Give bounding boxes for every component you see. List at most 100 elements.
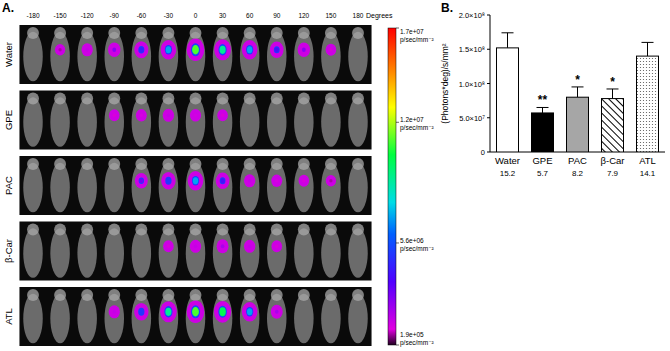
degree-tick: 180 bbox=[353, 12, 364, 19]
significance: ** bbox=[538, 93, 548, 107]
signal-spot bbox=[244, 174, 255, 187]
x-tick-label: GPE bbox=[532, 155, 552, 166]
mouse-body bbox=[294, 32, 314, 82]
mouse-body bbox=[132, 32, 152, 82]
y-tick-label: 0 bbox=[481, 148, 485, 157]
mouse-head bbox=[352, 224, 364, 236]
signal-outer bbox=[271, 175, 282, 187]
signal-outer bbox=[108, 42, 120, 57]
mouse-body bbox=[348, 32, 368, 82]
mouse-head bbox=[325, 93, 337, 105]
signal-spot bbox=[214, 39, 231, 60]
mouse-head bbox=[27, 27, 39, 39]
mouse-head bbox=[162, 289, 174, 301]
signal-core bbox=[248, 244, 251, 248]
mouse-body bbox=[240, 163, 260, 213]
x-tick-label: ATL bbox=[639, 155, 656, 166]
panel-label: A. bbox=[2, 1, 14, 15]
signal-core bbox=[192, 307, 199, 316]
mouse-head bbox=[108, 27, 120, 39]
bar bbox=[567, 97, 589, 152]
mouse-head bbox=[298, 289, 310, 301]
bar bbox=[497, 48, 519, 152]
signal-core bbox=[165, 308, 171, 316]
mouse-body bbox=[132, 97, 152, 147]
signal-spot bbox=[271, 305, 283, 319]
colorbar-label-line: 1.7e+07 bbox=[400, 28, 424, 35]
y-tick-label: 5.0×10⁷ bbox=[459, 114, 485, 123]
bar bbox=[532, 113, 554, 152]
mouse-body bbox=[186, 97, 206, 147]
mouse-head bbox=[244, 27, 256, 39]
mouse-head bbox=[108, 224, 120, 236]
signal-outer bbox=[135, 173, 148, 188]
degree-tick: -150 bbox=[54, 12, 67, 19]
signal-core bbox=[167, 245, 170, 248]
mouse-head bbox=[217, 289, 229, 301]
signal-spot bbox=[214, 301, 231, 323]
bars bbox=[497, 33, 659, 152]
mouse-body bbox=[77, 97, 97, 147]
signal-core bbox=[139, 47, 144, 53]
colorbar-label-line: p/sec/mm⁻² bbox=[400, 245, 435, 253]
mouse-head bbox=[135, 93, 147, 105]
mouse-head bbox=[54, 289, 66, 301]
mouse-body bbox=[77, 163, 97, 213]
y-tick bbox=[487, 49, 490, 50]
error-bar bbox=[572, 87, 584, 97]
mouse-body bbox=[321, 228, 341, 278]
signal-core bbox=[113, 114, 116, 117]
mouse-body bbox=[213, 163, 233, 213]
signal-spot bbox=[271, 175, 282, 187]
mouse-head bbox=[298, 93, 310, 105]
mouse-head bbox=[162, 158, 174, 170]
mouse-head bbox=[271, 289, 283, 301]
degree-tick: -90 bbox=[110, 12, 120, 19]
mouse-head bbox=[135, 289, 147, 301]
mouse-body bbox=[50, 97, 69, 147]
mouse-head bbox=[81, 158, 93, 170]
signal-core bbox=[248, 179, 251, 183]
signal-spot bbox=[163, 109, 174, 122]
mouse-body bbox=[50, 163, 69, 213]
signal-mid bbox=[139, 178, 144, 184]
signal-outer bbox=[216, 172, 230, 189]
mouse-head bbox=[190, 224, 202, 236]
mouse-body bbox=[105, 163, 125, 213]
mouse-head bbox=[135, 27, 147, 39]
signal-core bbox=[194, 244, 197, 248]
mouse-body bbox=[132, 294, 152, 344]
signal-outer bbox=[109, 109, 120, 121]
signal-spot bbox=[271, 240, 282, 252]
signal-outer bbox=[271, 305, 283, 319]
signal-spot bbox=[161, 40, 177, 59]
signal-outer bbox=[326, 44, 337, 56]
error-stem bbox=[507, 33, 508, 48]
signal-spot bbox=[216, 172, 230, 189]
image-strip bbox=[19, 222, 371, 281]
mouse-body bbox=[23, 228, 43, 278]
signal-spot bbox=[160, 301, 177, 322]
mouse-head bbox=[217, 158, 229, 170]
signal-mid bbox=[138, 308, 144, 316]
signal-outer bbox=[163, 240, 174, 252]
mouse-body bbox=[348, 228, 368, 278]
mouse-head bbox=[27, 289, 39, 301]
signal-core bbox=[275, 179, 278, 183]
signal-outer bbox=[326, 175, 336, 186]
signal-spot bbox=[135, 173, 148, 188]
degree-tick: 150 bbox=[325, 12, 336, 19]
mouse-body bbox=[267, 294, 287, 344]
signal-core bbox=[193, 177, 198, 184]
signal-mid bbox=[218, 44, 226, 55]
error-stem bbox=[577, 87, 578, 97]
signal-core bbox=[139, 309, 144, 315]
mouse-body bbox=[159, 97, 179, 147]
colorbar-tick bbox=[396, 242, 399, 243]
mouse-body bbox=[213, 228, 233, 278]
error-cap bbox=[642, 42, 654, 43]
signal-core bbox=[112, 48, 116, 52]
colorbar-tick bbox=[396, 345, 399, 346]
colorbar-label: 5.6e+06p/sec/mm⁻² bbox=[400, 237, 435, 253]
mouse-body bbox=[50, 294, 69, 344]
